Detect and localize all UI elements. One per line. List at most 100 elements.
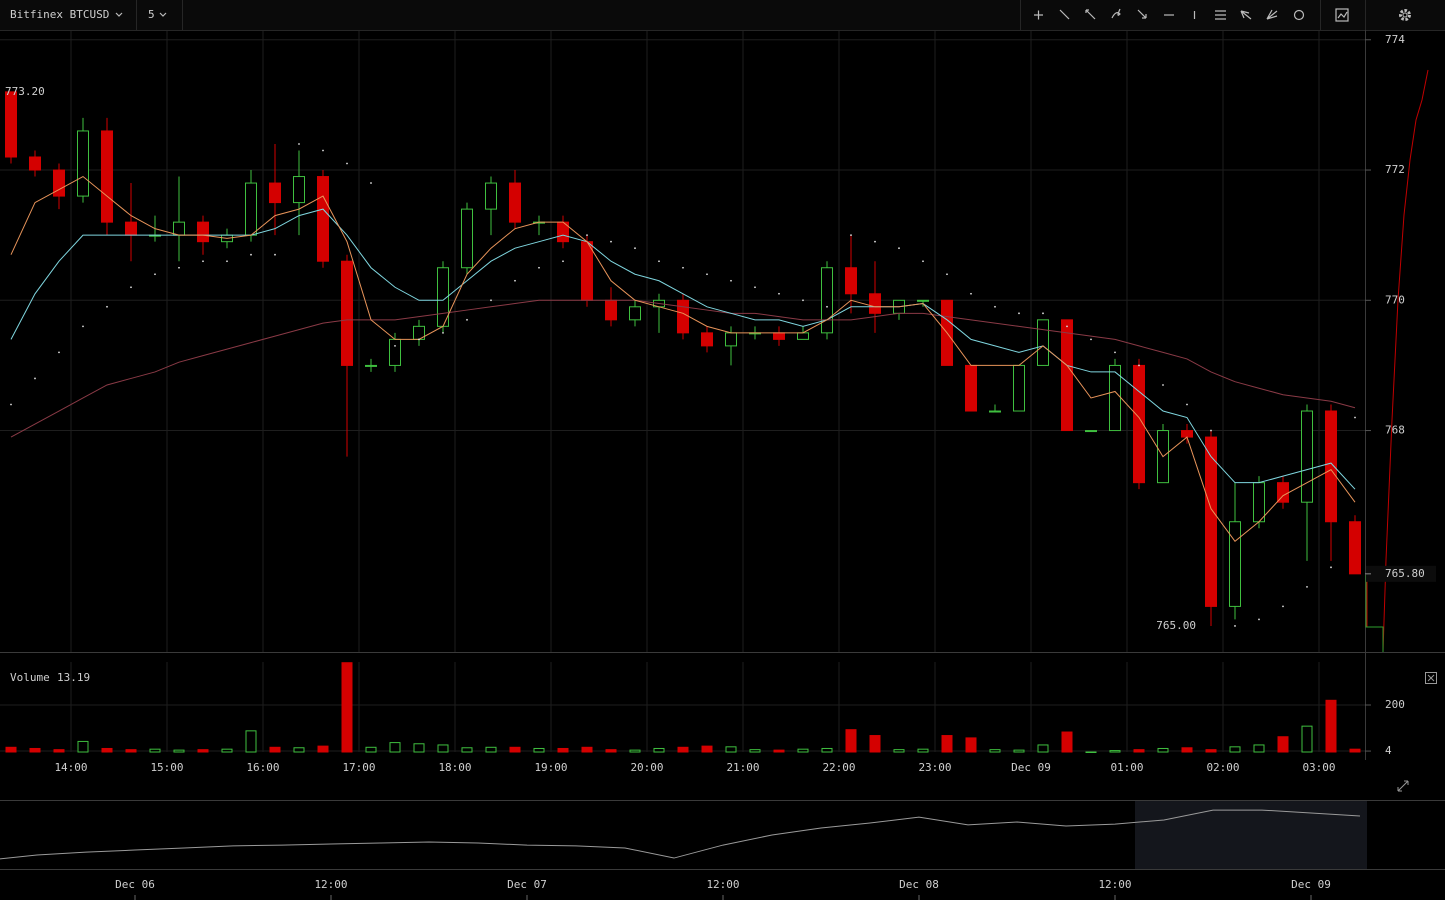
indicator-dot [130,286,132,289]
fullscreen-button[interactable] [1397,780,1409,792]
close-volume-icon[interactable] [1427,674,1435,682]
x-tick-label: 01:00 [1110,761,1143,774]
trend-line-tool[interactable] [1059,9,1070,20]
candle-body [821,267,833,334]
indicator-dot [586,234,588,237]
volume-bar [821,747,833,753]
candle-body [341,260,353,366]
indicator-dot [562,260,564,263]
fan-tool[interactable] [1240,10,1252,20]
navigator-selection[interactable] [1135,801,1367,869]
pitchfork-tool[interactable] [1111,8,1121,19]
indicator-dot [466,318,468,321]
candle-body [1253,482,1265,523]
indicator-dot [778,292,780,295]
volume-bar [389,742,401,753]
gann-tool[interactable] [1266,9,1278,20]
indicator-dot [1162,384,1164,386]
x-tick-label: 22:00 [822,761,855,774]
arrow-tool[interactable] [1137,9,1147,19]
volume-bar [1037,744,1049,753]
volume-bar [1229,746,1241,753]
symbol-dropdown-icon[interactable] [115,12,123,17]
candle-body [845,267,857,295]
indicator-dot [922,260,924,263]
x-tick-label: 19:00 [534,761,567,774]
candle-body [797,332,809,340]
x-tick-label: 02:00 [1206,761,1239,774]
navigator-x-label: Dec 08 [899,878,939,891]
volume-bar [461,747,473,753]
y-tick-label: 772 [1385,163,1405,176]
indicator-dot [1018,312,1020,315]
volume-bar [1157,747,1169,753]
candle-body [677,299,689,334]
indicator-dot [1354,416,1356,419]
volume-bar [677,746,689,753]
candle-body [1229,521,1241,607]
volume-title: Volume [10,671,50,684]
crosshair-tool[interactable] [1034,10,1043,20]
candle-body [1085,430,1097,433]
candle-body [629,306,641,321]
volume-bar [197,749,209,753]
indicator-dot [202,260,204,263]
x-tick-label: 23:00 [918,761,951,774]
volume-bar [1325,699,1337,753]
volume-bar [773,749,785,753]
volume-bar [1085,751,1097,753]
indicator-dot [226,260,228,263]
x-tick-label: 20:00 [630,761,663,774]
x-tick-label: 16:00 [246,761,279,774]
volume-bar [701,745,713,753]
volume-bar [1061,731,1073,753]
indicator-dot [346,162,348,165]
ellipse-tool[interactable] [1293,9,1305,21]
ray-tool[interactable] [1085,9,1096,20]
indicator-dot [418,338,420,341]
candle-body [725,332,737,347]
interval-dropdown-icon[interactable] [159,12,167,17]
fibonacci-tool[interactable] [1215,10,1226,20]
candle-body [245,182,257,236]
indicator-dot [394,344,396,347]
indicator-dot [322,149,324,152]
candle-body [53,169,65,197]
indicator-dot [490,299,492,302]
indicators-button[interactable] [1335,8,1349,22]
indicator-dot [1306,585,1308,588]
candle-body [269,182,281,204]
indicator-dot [514,279,516,282]
volume-bar [1349,748,1361,753]
candle-body [1037,319,1049,366]
settings-icon[interactable] [1402,12,1408,18]
candle-body [917,299,929,302]
volume-bar [893,749,905,753]
volume-bar [485,746,497,753]
candle-body [509,182,521,223]
candle-body [989,410,1001,413]
indicator-dot [802,299,804,302]
indicator-dot [538,266,540,269]
candle-body [581,241,593,301]
indicator-dot [994,305,996,308]
candle-body [29,156,41,171]
volume-bar [437,744,449,753]
volume-bar [605,749,617,753]
volume-bar [845,729,857,753]
symbol-selector[interactable]: Bitfinex BTCUSD [10,8,109,21]
navigator-x-label: Dec 09 [1291,878,1331,891]
volume-bar [125,749,137,753]
volume-bar [869,735,881,753]
indicators-icon[interactable] [1337,11,1348,19]
settings-button[interactable] [1399,9,1411,21]
indicator-line [10,299,1356,438]
indicator-dot [1114,351,1116,354]
interval-selector[interactable]: 5 [148,8,155,21]
navigator-x-label: Dec 07 [507,878,547,891]
volume-bar [149,748,161,753]
candle-body [461,208,473,269]
close-volume-button[interactable] [1425,672,1437,684]
navigator-x-label: 12:00 [314,878,347,891]
